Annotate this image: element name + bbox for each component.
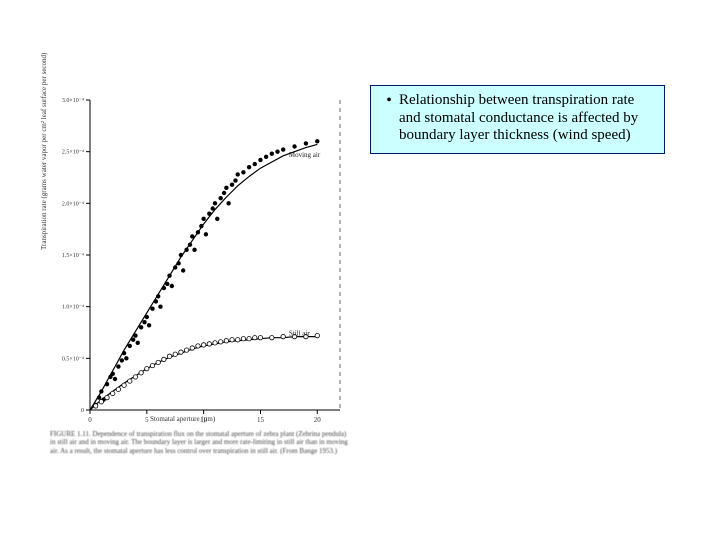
svg-text:Still air: Still air bbox=[289, 330, 310, 338]
svg-text:5: 5 bbox=[145, 416, 149, 424]
svg-text:1.5×10⁻⁴: 1.5×10⁻⁴ bbox=[62, 253, 84, 259]
bullet-marker: • bbox=[379, 92, 399, 110]
svg-text:0: 0 bbox=[88, 416, 92, 424]
chart-svg: 0510152000.5×10⁻⁴1.0×10⁻⁴1.5×10⁻⁴2.0×10⁻… bbox=[50, 70, 350, 470]
figure-caption: FIGURE 1.11. Dependence of transpiration… bbox=[50, 430, 350, 455]
bullet-text: Relationship between transpiration rate … bbox=[399, 92, 656, 145]
svg-text:15: 15 bbox=[257, 416, 265, 424]
svg-text:20: 20 bbox=[314, 416, 322, 424]
svg-text:2.0×10⁻⁴: 2.0×10⁻⁴ bbox=[62, 201, 84, 207]
y-axis-label: Transpiration rate (grams water vapor pe… bbox=[40, 53, 48, 250]
svg-text:Moving air: Moving air bbox=[289, 151, 321, 159]
svg-text:0.5×10⁻⁴: 0.5×10⁻⁴ bbox=[62, 356, 84, 362]
svg-text:3.0×10⁻⁴: 3.0×10⁻⁴ bbox=[62, 98, 84, 104]
annotation-box: • Relationship between transpiration rat… bbox=[370, 85, 665, 154]
svg-text:0: 0 bbox=[81, 408, 84, 414]
x-axis-label: Stomatal aperture (μm) bbox=[150, 415, 215, 423]
scatter-chart: 0510152000.5×10⁻⁴1.0×10⁻⁴1.5×10⁻⁴2.0×10⁻… bbox=[50, 70, 350, 470]
svg-text:1.0×10⁻⁴: 1.0×10⁻⁴ bbox=[62, 305, 84, 311]
svg-text:2.5×10⁻⁴: 2.5×10⁻⁴ bbox=[62, 150, 84, 156]
